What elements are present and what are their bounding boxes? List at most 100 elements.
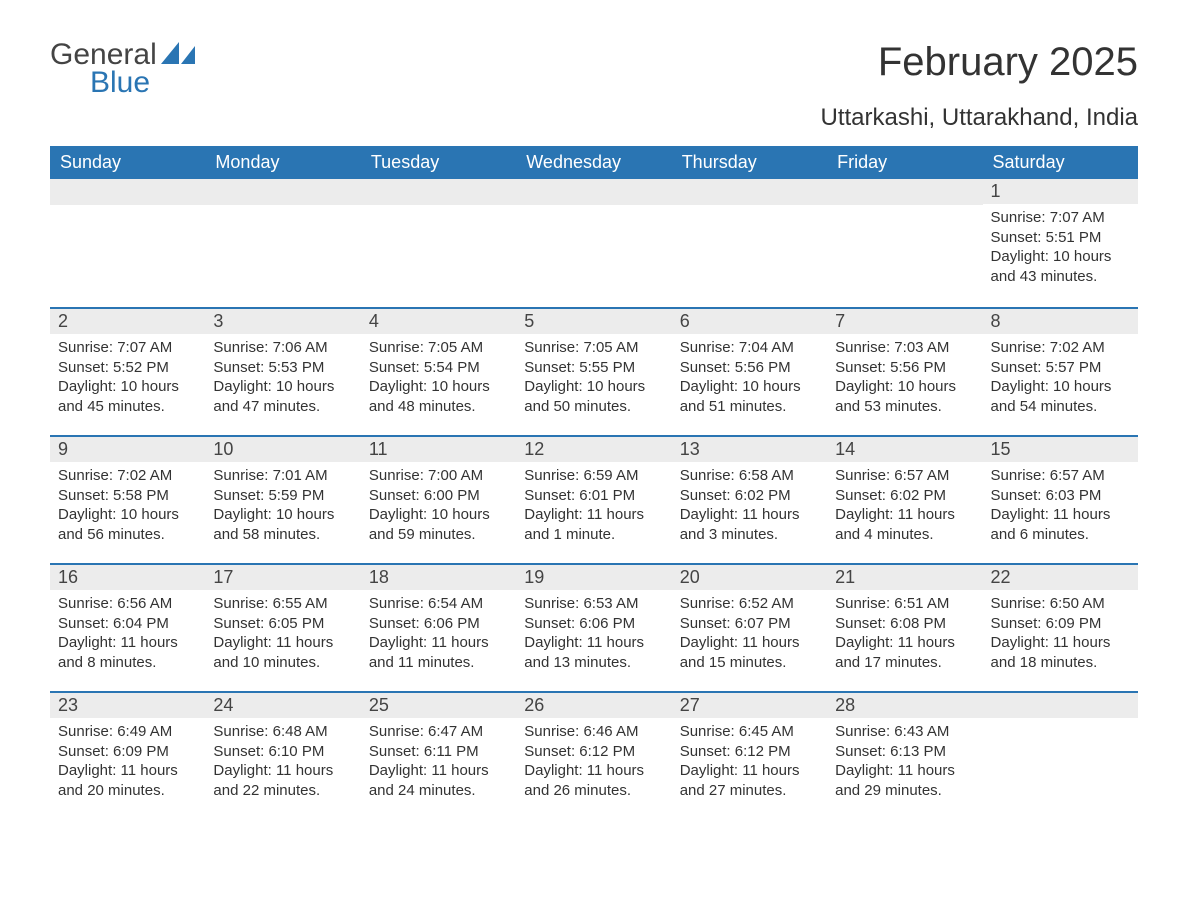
day-details: Sunrise: 6:57 AMSunset: 6:02 PMDaylight:… xyxy=(827,462,982,550)
daylight-line: Daylight: 10 hours and 56 minutes. xyxy=(58,505,197,544)
sunset-line: Sunset: 6:01 PM xyxy=(524,486,663,506)
sunset-line: Sunset: 6:07 PM xyxy=(680,614,819,634)
sunset-line: Sunset: 6:02 PM xyxy=(680,486,819,506)
sunrise-line: Sunrise: 7:03 AM xyxy=(835,338,974,358)
sunrise-line: Sunrise: 6:54 AM xyxy=(369,594,508,614)
calendar-table: Sunday Monday Tuesday Wednesday Thursday… xyxy=(50,146,1138,819)
day-details: Sunrise: 6:46 AMSunset: 6:12 PMDaylight:… xyxy=(516,718,671,806)
calendar-cell: 22Sunrise: 6:50 AMSunset: 6:09 PMDayligh… xyxy=(983,563,1138,691)
day-details xyxy=(205,205,360,215)
sunset-line: Sunset: 5:56 PM xyxy=(680,358,819,378)
day-number xyxy=(516,179,671,205)
day-number: 14 xyxy=(827,435,982,462)
day-details xyxy=(983,718,1138,728)
day-number: 9 xyxy=(50,435,205,462)
day-number xyxy=(361,179,516,205)
sunset-line: Sunset: 6:09 PM xyxy=(58,742,197,762)
day-details: Sunrise: 6:45 AMSunset: 6:12 PMDaylight:… xyxy=(672,718,827,806)
calendar-cell: 8Sunrise: 7:02 AMSunset: 5:57 PMDaylight… xyxy=(983,307,1138,435)
location-subtitle: Uttarkashi, Uttarakhand, India xyxy=(50,104,1138,132)
sunrise-line: Sunrise: 6:55 AM xyxy=(213,594,352,614)
day-details: Sunrise: 6:57 AMSunset: 6:03 PMDaylight:… xyxy=(983,462,1138,550)
month-title: February 2025 xyxy=(878,40,1138,85)
day-header-tuesday: Tuesday xyxy=(361,146,516,179)
sunrise-line: Sunrise: 6:48 AM xyxy=(213,722,352,742)
sunrise-line: Sunrise: 6:59 AM xyxy=(524,466,663,486)
calendar-cell: 25Sunrise: 6:47 AMSunset: 6:11 PMDayligh… xyxy=(361,691,516,819)
day-details: Sunrise: 7:05 AMSunset: 5:54 PMDaylight:… xyxy=(361,334,516,422)
calendar-week-row: 1Sunrise: 7:07 AMSunset: 5:51 PMDaylight… xyxy=(50,179,1138,307)
day-number xyxy=(983,691,1138,718)
brand-logo: General Blue xyxy=(50,40,201,98)
sunset-line: Sunset: 6:05 PM xyxy=(213,614,352,634)
day-number: 12 xyxy=(516,435,671,462)
day-details: Sunrise: 6:55 AMSunset: 6:05 PMDaylight:… xyxy=(205,590,360,678)
day-details: Sunrise: 6:56 AMSunset: 6:04 PMDaylight:… xyxy=(50,590,205,678)
calendar-cell: 23Sunrise: 6:49 AMSunset: 6:09 PMDayligh… xyxy=(50,691,205,819)
daylight-line: Daylight: 10 hours and 50 minutes. xyxy=(524,377,663,416)
calendar-week-row: 23Sunrise: 6:49 AMSunset: 6:09 PMDayligh… xyxy=(50,691,1138,819)
sunset-line: Sunset: 5:52 PM xyxy=(58,358,197,378)
sunrise-line: Sunrise: 6:49 AM xyxy=(58,722,197,742)
day-number xyxy=(672,179,827,205)
sunset-line: Sunset: 6:10 PM xyxy=(213,742,352,762)
day-details: Sunrise: 6:43 AMSunset: 6:13 PMDaylight:… xyxy=(827,718,982,806)
calendar-cell: 24 Sunrise: 6:48 AMSunset: 6:10 PMDayligh… xyxy=(205,691,360,819)
sunrise-line: Sunrise: 6:53 AM xyxy=(524,594,663,614)
sunrise-line: Sunrise: 6:57 AM xyxy=(991,466,1130,486)
calendar-page: General Blue February 2025 Uttarkashi, U… xyxy=(0,0,1188,859)
daylight-line: Daylight: 10 hours and 51 minutes. xyxy=(680,377,819,416)
calendar-cell: 7Sunrise: 7:03 AMSunset: 5:56 PMDaylight… xyxy=(827,307,982,435)
day-number: 15 xyxy=(983,435,1138,462)
calendar-week-row: 9Sunrise: 7:02 AMSunset: 5:58 PMDaylight… xyxy=(50,435,1138,563)
calendar-cell: 6Sunrise: 7:04 AMSunset: 5:56 PMDaylight… xyxy=(672,307,827,435)
calendar-cell xyxy=(827,179,982,307)
sunrise-line: Sunrise: 6:52 AM xyxy=(680,594,819,614)
day-details: Sunrise: 7:00 AMSunset: 6:00 PMDaylight:… xyxy=(361,462,516,550)
sunrise-line: Sunrise: 7:02 AM xyxy=(58,466,197,486)
day-number: 23 xyxy=(50,691,205,718)
day-number: 20 xyxy=(672,563,827,590)
day-details xyxy=(361,205,516,215)
calendar-cell xyxy=(672,179,827,307)
calendar-cell xyxy=(983,691,1138,819)
daylight-line: Daylight: 11 hours and 4 minutes. xyxy=(835,505,974,544)
day-number: 2 xyxy=(50,307,205,334)
sunset-line: Sunset: 6:03 PM xyxy=(991,486,1130,506)
day-details xyxy=(827,205,982,215)
day-number xyxy=(827,179,982,205)
sunrise-line: Sunrise: 7:01 AM xyxy=(213,466,352,486)
calendar-cell: 26Sunrise: 6:46 AMSunset: 6:12 PMDayligh… xyxy=(516,691,671,819)
calendar-cell: 21Sunrise: 6:51 AMSunset: 6:08 PMDayligh… xyxy=(827,563,982,691)
daylight-line: Daylight: 10 hours and 53 minutes. xyxy=(835,377,974,416)
calendar-cell: 18Sunrise: 6:54 AMSunset: 6:06 PMDayligh… xyxy=(361,563,516,691)
sunset-line: Sunset: 5:59 PM xyxy=(213,486,352,506)
daylight-line: Daylight: 11 hours and 27 minutes. xyxy=(680,761,819,800)
daylight-line: Daylight: 11 hours and 22 minutes. xyxy=(213,761,352,800)
day-details: Sunrise: 7:05 AMSunset: 5:55 PMDaylight:… xyxy=(516,334,671,422)
day-number: 28 xyxy=(827,691,982,718)
calendar-week-row: 2Sunrise: 7:07 AMSunset: 5:52 PMDaylight… xyxy=(50,307,1138,435)
calendar-cell: 20Sunrise: 6:52 AMSunset: 6:07 PMDayligh… xyxy=(672,563,827,691)
day-number: 6 xyxy=(672,307,827,334)
day-number: 11 xyxy=(361,435,516,462)
day-number: 5 xyxy=(516,307,671,334)
day-number: 3 xyxy=(205,307,360,334)
day-details: Sunrise: 6:49 AMSunset: 6:09 PMDaylight:… xyxy=(50,718,205,806)
day-number: 18 xyxy=(361,563,516,590)
calendar-cell xyxy=(516,179,671,307)
daylight-line: Daylight: 11 hours and 10 minutes. xyxy=(213,633,352,672)
day-details: Sunrise: 7:02 AMSunset: 5:57 PMDaylight:… xyxy=(983,334,1138,422)
day-number: 24 xyxy=(205,691,360,718)
calendar-header-row: Sunday Monday Tuesday Wednesday Thursday… xyxy=(50,146,1138,179)
sunrise-line: Sunrise: 6:56 AM xyxy=(58,594,197,614)
day-details: Sunrise: 6:54 AMSunset: 6:06 PMDaylight:… xyxy=(361,590,516,678)
day-details: Sunrise: 7:06 AMSunset: 5:53 PMDaylight:… xyxy=(205,334,360,422)
sunset-line: Sunset: 6:04 PM xyxy=(58,614,197,634)
day-details xyxy=(672,205,827,215)
logo-word2: Blue xyxy=(90,68,157,98)
daylight-line: Daylight: 11 hours and 13 minutes. xyxy=(524,633,663,672)
sunrise-line: Sunrise: 7:05 AM xyxy=(369,338,508,358)
calendar-cell: 10Sunrise: 7:01 AMSunset: 5:59 PMDayligh… xyxy=(205,435,360,563)
sunset-line: Sunset: 5:51 PM xyxy=(991,228,1130,248)
